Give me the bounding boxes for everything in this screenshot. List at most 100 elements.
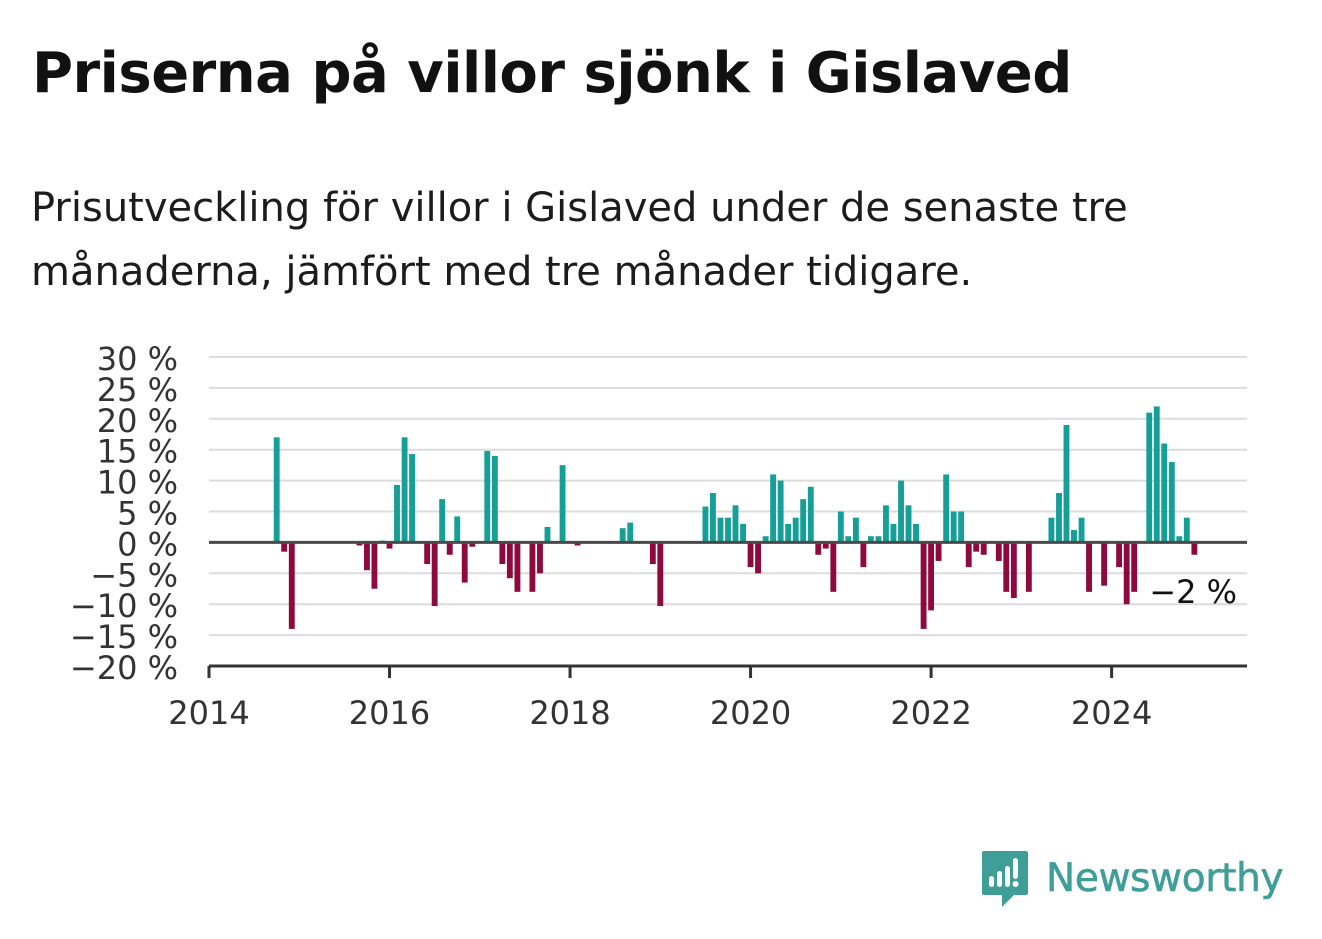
bar	[815, 542, 822, 555]
bar	[394, 484, 400, 543]
x-tick-label: 2020	[710, 694, 791, 732]
y-axis-tick-labels: 30 %25 %20 %15 %10 %5 %0 %−5 %−10 %−15 %…	[70, 340, 178, 687]
bar	[401, 437, 408, 543]
bar	[762, 536, 769, 543]
bar	[1071, 530, 1077, 543]
bar	[995, 542, 1002, 561]
bar	[424, 542, 431, 565]
bar	[446, 542, 453, 555]
bar	[273, 437, 280, 543]
x-tick-label: 2018	[529, 694, 610, 732]
bar	[288, 542, 295, 629]
bar	[1063, 424, 1070, 543]
bar	[725, 517, 731, 543]
bar	[1048, 517, 1055, 543]
bar	[898, 480, 904, 543]
bar	[1003, 542, 1010, 592]
bar	[544, 526, 551, 543]
bar	[943, 474, 950, 543]
bar	[958, 511, 965, 543]
x-tick-label: 2014	[168, 694, 249, 732]
bar	[980, 542, 987, 555]
bar	[627, 522, 634, 543]
bars	[273, 406, 1198, 629]
bar	[1101, 542, 1108, 586]
y-tick-label: 30 %	[97, 340, 178, 378]
bar	[860, 542, 867, 568]
bar	[973, 542, 980, 552]
bar	[785, 523, 792, 543]
bar	[965, 542, 972, 568]
newsworthy-logo-text: Newsworthy	[1046, 855, 1284, 901]
bar	[356, 542, 363, 546]
bar	[950, 511, 957, 543]
x-tick-label: 2024	[1071, 694, 1152, 732]
x-tick-label: 2016	[349, 694, 430, 732]
bar	[1123, 542, 1130, 605]
bar	[1086, 542, 1092, 592]
x-axis-tick-labels: 2014 2016 2018 2020 2022 2024	[168, 694, 1152, 732]
bar	[852, 517, 859, 543]
y-tick-label: −15 %	[70, 618, 178, 656]
y-tick-label: −5 %	[90, 556, 178, 594]
bar	[1056, 492, 1062, 543]
y-tick-label: 10 %	[97, 464, 178, 502]
bar	[281, 542, 288, 552]
bar	[807, 486, 814, 543]
bar	[559, 465, 566, 543]
bar	[1153, 406, 1160, 543]
chart-title: Priserna på villor sjönk i Gislaved	[32, 41, 1072, 106]
bar	[469, 542, 476, 547]
bar	[409, 454, 416, 543]
bar	[1161, 443, 1168, 543]
bar	[1168, 462, 1175, 543]
bar	[491, 455, 498, 543]
bar	[431, 542, 438, 607]
bar	[461, 542, 468, 583]
bar	[619, 528, 626, 543]
y-tick-label: −10 %	[70, 587, 178, 625]
y-tick-label: 20 %	[97, 402, 178, 440]
y-tick-label: 25 %	[97, 371, 178, 409]
bar	[657, 542, 664, 607]
bar	[837, 511, 844, 543]
bar	[845, 536, 852, 543]
bar	[484, 450, 491, 543]
bar	[454, 516, 461, 543]
bar	[755, 542, 761, 574]
y-tick-label: 15 %	[97, 433, 178, 471]
bar	[770, 474, 777, 543]
bar	[649, 542, 656, 565]
bar	[883, 505, 889, 543]
bar	[529, 542, 536, 592]
bar	[386, 542, 393, 549]
x-tick-label: 2022	[890, 694, 971, 732]
bar	[702, 506, 709, 543]
bar	[1025, 542, 1032, 592]
bar	[506, 542, 513, 579]
bar	[1131, 542, 1138, 592]
gridlines	[209, 356, 1247, 637]
bar	[920, 542, 927, 629]
bar	[1176, 536, 1183, 543]
bar	[928, 542, 935, 611]
bar	[740, 523, 747, 543]
bar	[1116, 542, 1123, 568]
newsworthy-logo[interactable]: Newsworthy	[980, 849, 1284, 911]
bar	[777, 480, 784, 543]
bar	[800, 499, 807, 543]
bar	[830, 542, 837, 592]
bar	[913, 523, 919, 543]
bar	[574, 542, 581, 546]
y-tick-label: 5 %	[117, 495, 178, 533]
bar	[709, 492, 716, 543]
bar	[875, 536, 882, 543]
bar	[822, 542, 829, 549]
bar	[905, 505, 912, 543]
bar	[792, 517, 799, 543]
bar	[1183, 517, 1190, 543]
bar	[867, 536, 874, 543]
bar	[1146, 412, 1153, 543]
chart-subtitle: Prisutveckling för villor i Gislaved und…	[31, 185, 1128, 295]
bar	[935, 542, 942, 561]
